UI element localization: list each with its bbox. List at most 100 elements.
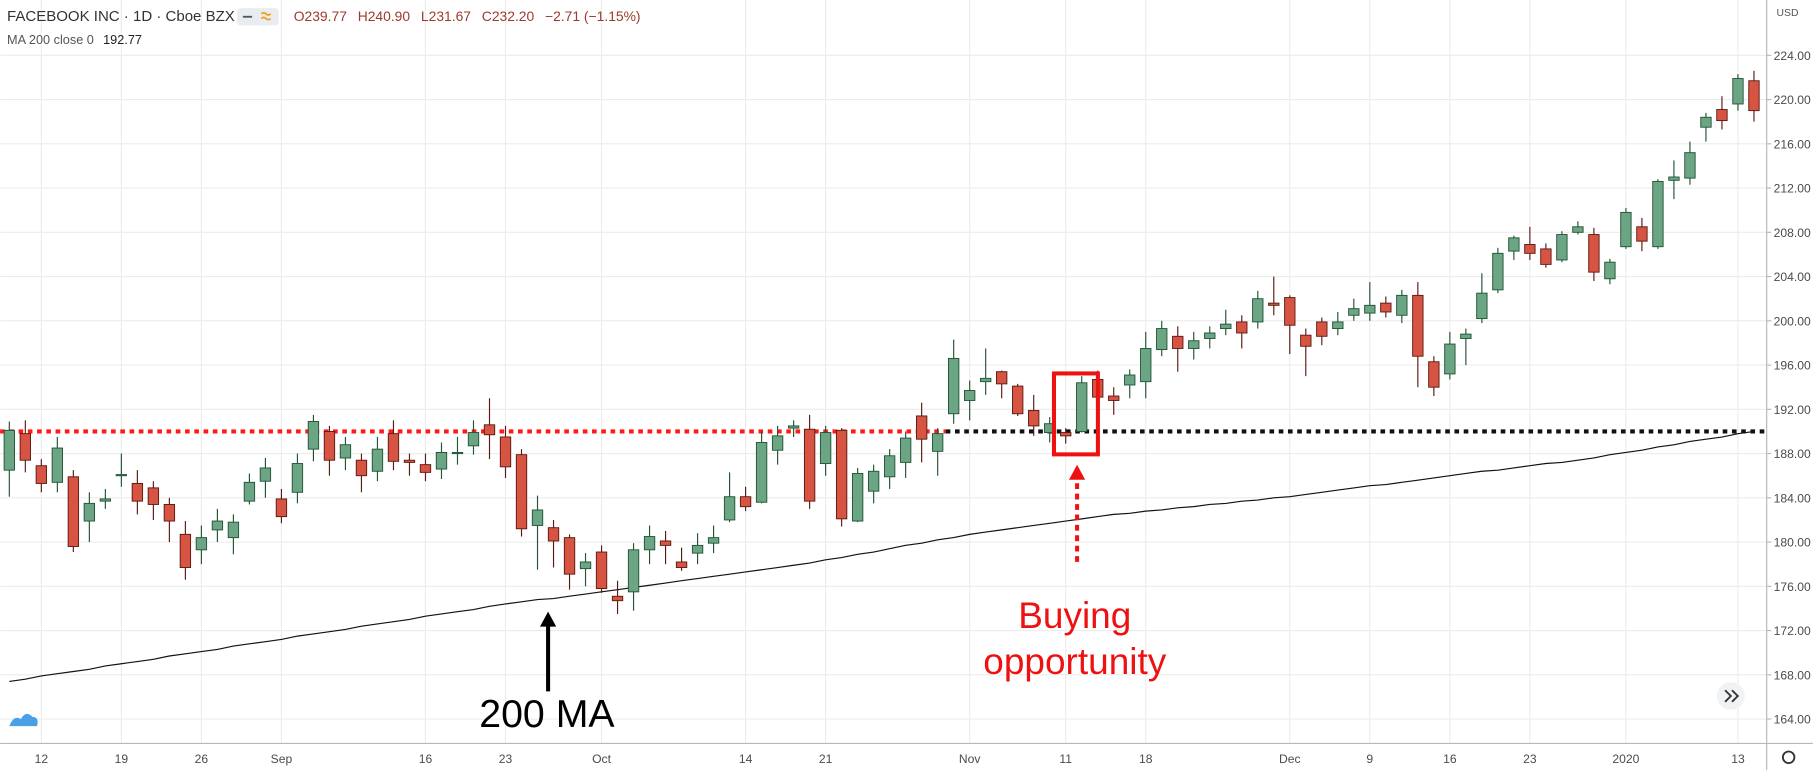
ma-label: MA 200 close 0	[7, 32, 94, 47]
candle-body	[1732, 78, 1744, 105]
candle-body	[419, 464, 432, 473]
candle-body	[1124, 374, 1136, 386]
grid	[0, 0, 1772, 744]
ma-indicator: MA 200 close 0 192.77	[7, 32, 142, 47]
candle-body	[851, 473, 864, 522]
candle-body	[51, 447, 64, 483]
candle-body	[483, 424, 496, 436]
x-tick-label: 26	[195, 752, 209, 766]
candle-body	[1284, 297, 1296, 326]
candle-body	[1588, 234, 1600, 273]
candle-body	[467, 432, 480, 447]
candle-body	[307, 421, 320, 450]
candle-body	[1076, 382, 1088, 432]
x-tick-label: 16	[419, 752, 433, 766]
candle-body	[1444, 343, 1456, 375]
candle-body	[35, 465, 47, 484]
symbol-title: FACEBOOK INC · 1D · Cboe BZX	[7, 8, 235, 25]
settings-button[interactable]	[1781, 750, 1796, 764]
candle-body	[948, 357, 960, 415]
x-tick-label: 2020	[1612, 752, 1639, 766]
candle-body	[499, 436, 512, 468]
candle-body	[803, 428, 816, 502]
candle-body	[723, 496, 736, 521]
candle-body	[371, 448, 384, 472]
y-tick-label: 184.00	[1774, 491, 1811, 505]
scroll-icon	[1724, 689, 1740, 703]
candle-body	[1060, 432, 1072, 437]
candle-body	[1396, 294, 1408, 316]
candle-body	[1012, 385, 1024, 415]
candle-body	[787, 425, 800, 429]
labels: 164.00 168.00 172.00 176.00 180.00 184.00 188.…	[35, 49, 1811, 766]
x-tick-label: 18	[1139, 752, 1153, 766]
candle-body	[531, 509, 544, 526]
candle-body	[1604, 261, 1616, 280]
candle-body	[1364, 304, 1376, 314]
buy-label: Buying	[1018, 595, 1131, 636]
candle-body	[3, 429, 15, 471]
candle-body	[563, 537, 576, 575]
x-tick-label: 19	[115, 752, 129, 766]
candle-body	[707, 537, 720, 544]
ma-arrowhead	[539, 611, 557, 627]
candle-body	[1524, 244, 1536, 254]
candle-body	[131, 482, 144, 502]
buy-arrowhead	[1068, 464, 1086, 480]
candle-body	[1508, 237, 1520, 252]
x-tick-label: Dec	[1279, 752, 1301, 766]
x-tick-label: Oct	[592, 752, 611, 766]
candle-body	[227, 521, 240, 539]
candle-body	[547, 527, 560, 542]
buy-label: opportunity	[983, 641, 1166, 682]
y-tick-label: 192.00	[1774, 403, 1811, 417]
candle-body	[1140, 348, 1152, 383]
candle-body	[1172, 335, 1184, 349]
y-tick-label: 208.00	[1774, 226, 1811, 240]
x-tick-label: 11	[1059, 752, 1072, 766]
candle-body	[691, 544, 704, 554]
y-tick-label: 220.00	[1774, 93, 1811, 107]
candle-body	[211, 520, 224, 531]
candle-body	[1572, 226, 1584, 233]
candle-body	[115, 474, 128, 477]
candle-body	[1412, 294, 1424, 357]
y-tick-label: 188.00	[1774, 447, 1811, 461]
candle-body	[659, 540, 672, 546]
logo[interactable]	[9, 713, 38, 727]
candle-body	[899, 437, 912, 463]
y-tick-label: 216.00	[1774, 137, 1811, 151]
header-toggle[interactable]	[237, 8, 279, 26]
candle-body	[1556, 234, 1568, 261]
candle-body	[1700, 116, 1712, 128]
x-tick-label: 21	[819, 752, 833, 766]
candle-body	[19, 433, 31, 461]
ohlc-change: −2.71 (−1.15%)	[545, 8, 641, 24]
candle-body	[1476, 292, 1488, 320]
candle-body	[964, 390, 976, 401]
candle-body	[195, 537, 208, 551]
candle-body	[627, 549, 640, 593]
candle-body	[403, 459, 416, 463]
candle-body	[243, 481, 256, 502]
candle-body	[1268, 302, 1280, 306]
candle-body	[643, 536, 656, 551]
candle-body	[611, 595, 624, 602]
candle-body	[579, 561, 592, 570]
candle-body	[835, 429, 848, 520]
x-tick-label: 13	[1731, 752, 1745, 766]
candle-body	[1620, 211, 1632, 248]
moving-average	[9, 430, 1755, 683]
y-tick-label: 172.00	[1774, 624, 1811, 638]
candle-body	[595, 551, 608, 589]
ohlc-high: H240.90	[358, 8, 411, 24]
y-tick-label: 180.00	[1774, 536, 1811, 550]
x-tick-label: 12	[35, 752, 49, 766]
y-tick-label: 176.00	[1774, 580, 1811, 594]
candle-body	[1428, 361, 1440, 388]
candle-body	[355, 459, 368, 477]
ma-value: 192.77	[103, 32, 142, 47]
